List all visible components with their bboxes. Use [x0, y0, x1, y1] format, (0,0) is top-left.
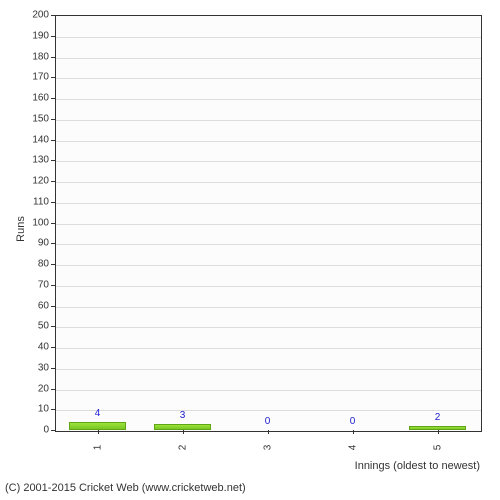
- bar-value-label: 2: [435, 412, 441, 423]
- y-tick-mark: [51, 202, 55, 203]
- y-tick-label: 0: [25, 425, 49, 436]
- gridline: [56, 265, 481, 266]
- y-tick-mark: [51, 285, 55, 286]
- gridline: [56, 141, 481, 142]
- gridline: [56, 224, 481, 225]
- y-tick-mark: [51, 57, 55, 58]
- y-tick-label: 10: [25, 404, 49, 415]
- x-tick-label: 4: [347, 438, 358, 458]
- x-tick-mark: [268, 430, 269, 434]
- y-tick-mark: [51, 36, 55, 37]
- y-tick-mark: [51, 15, 55, 16]
- gridline: [56, 182, 481, 183]
- gridline: [56, 161, 481, 162]
- y-tick-label: 110: [25, 196, 49, 207]
- y-tick-mark: [51, 77, 55, 78]
- y-tick-label: 100: [25, 217, 49, 228]
- chart-container: Runs Innings (oldest to newest) (C) 2001…: [0, 0, 500, 500]
- y-tick-label: 30: [25, 362, 49, 373]
- y-tick-mark: [51, 160, 55, 161]
- y-tick-label: 90: [25, 238, 49, 249]
- plot-area: [55, 15, 482, 432]
- y-tick-mark: [51, 389, 55, 390]
- bar: [69, 422, 127, 430]
- x-tick-mark: [353, 430, 354, 434]
- x-tick-label: 5: [432, 438, 443, 458]
- gridline: [56, 244, 481, 245]
- y-tick-mark: [51, 409, 55, 410]
- y-tick-label: 180: [25, 51, 49, 62]
- y-tick-label: 190: [25, 30, 49, 41]
- y-tick-label: 50: [25, 321, 49, 332]
- gridline: [56, 307, 481, 308]
- y-tick-label: 40: [25, 342, 49, 353]
- gridline: [56, 348, 481, 349]
- y-tick-label: 200: [25, 10, 49, 21]
- y-tick-mark: [51, 347, 55, 348]
- gridline: [56, 369, 481, 370]
- y-tick-mark: [51, 140, 55, 141]
- y-tick-label: 150: [25, 113, 49, 124]
- y-tick-label: 60: [25, 300, 49, 311]
- x-tick-label: 1: [92, 438, 103, 458]
- y-tick-mark: [51, 223, 55, 224]
- gridline: [56, 120, 481, 121]
- x-tick-label: 2: [177, 438, 188, 458]
- gridline: [56, 37, 481, 38]
- y-tick-mark: [51, 119, 55, 120]
- y-tick-mark: [51, 264, 55, 265]
- y-tick-label: 130: [25, 155, 49, 166]
- gridline: [56, 99, 481, 100]
- x-tick-mark: [438, 430, 439, 434]
- y-tick-mark: [51, 181, 55, 182]
- y-tick-mark: [51, 368, 55, 369]
- gridline: [56, 327, 481, 328]
- gridline: [56, 390, 481, 391]
- x-axis-label: Innings (oldest to newest): [355, 460, 480, 472]
- gridline: [56, 78, 481, 79]
- bar-value-label: 4: [95, 408, 101, 419]
- y-tick-label: 80: [25, 259, 49, 270]
- y-tick-mark: [51, 430, 55, 431]
- gridline: [56, 286, 481, 287]
- gridline: [56, 203, 481, 204]
- y-tick-label: 120: [25, 176, 49, 187]
- y-tick-label: 20: [25, 383, 49, 394]
- copyright-text: (C) 2001-2015 Cricket Web (www.cricketwe…: [5, 482, 246, 494]
- y-tick-label: 140: [25, 134, 49, 145]
- y-tick-label: 70: [25, 279, 49, 290]
- y-tick-label: 170: [25, 72, 49, 83]
- bar-value-label: 0: [350, 416, 356, 427]
- y-tick-mark: [51, 326, 55, 327]
- y-tick-mark: [51, 98, 55, 99]
- x-tick-label: 3: [262, 438, 273, 458]
- x-tick-mark: [98, 430, 99, 434]
- y-tick-label: 160: [25, 93, 49, 104]
- bar-value-label: 0: [265, 416, 271, 427]
- x-tick-mark: [183, 430, 184, 434]
- gridline: [56, 410, 481, 411]
- y-tick-mark: [51, 243, 55, 244]
- bar-value-label: 3: [180, 410, 186, 421]
- gridline: [56, 58, 481, 59]
- y-tick-mark: [51, 306, 55, 307]
